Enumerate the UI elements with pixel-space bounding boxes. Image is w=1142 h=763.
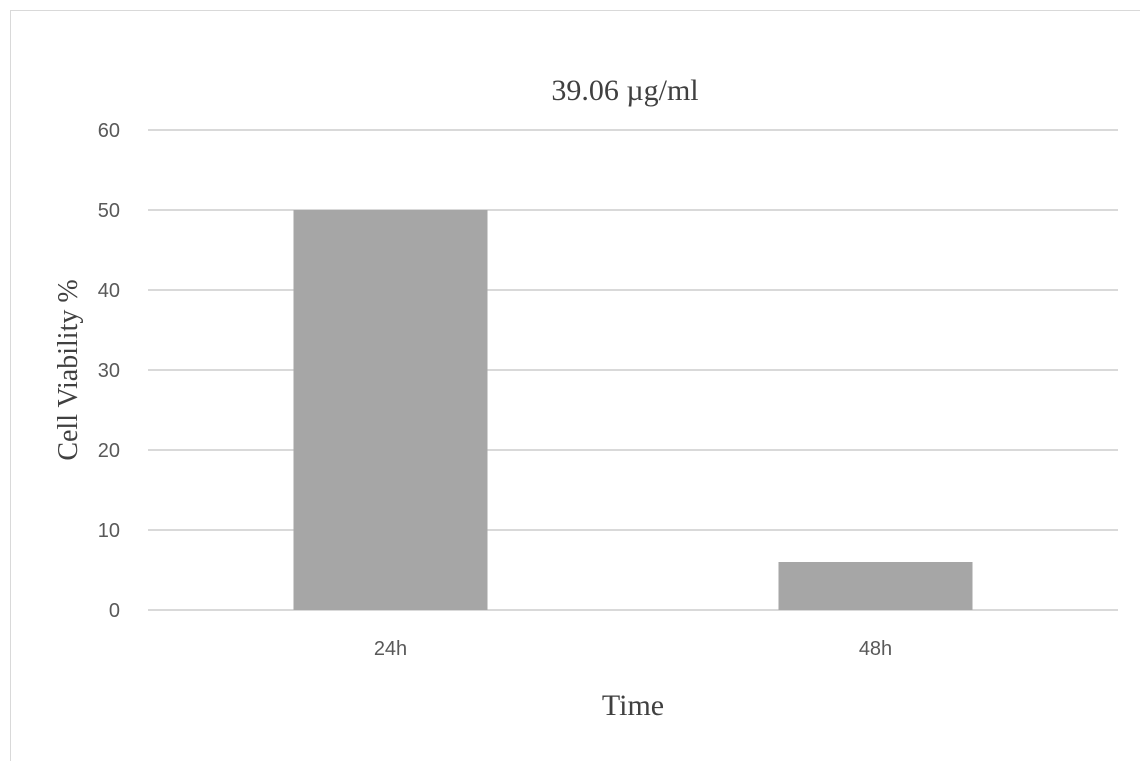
x-axis-label: Time — [602, 689, 664, 722]
y-tick-label: 0 — [109, 600, 120, 622]
y-tick-label: 10 — [98, 520, 120, 542]
y-axis-ticks: 0 10 20 30 40 50 60 — [98, 120, 120, 622]
y-tick-label: 50 — [98, 200, 120, 222]
x-tick-label: 48h — [859, 638, 892, 660]
chart-title: 39.06 µg/ml — [551, 74, 698, 107]
y-tick-label: 40 — [98, 280, 120, 302]
bars — [293, 210, 973, 610]
y-tick-label: 30 — [98, 360, 120, 382]
x-tick-label: 24h — [374, 638, 407, 660]
bar-24h — [293, 210, 488, 610]
chart-frame — [10, 10, 1140, 761]
bar-48h — [778, 562, 973, 610]
y-axis-label: Cell Viability % — [53, 279, 84, 460]
x-axis-ticks: 24h 48h — [374, 638, 892, 660]
y-tick-label: 20 — [98, 440, 120, 462]
y-tick-label: 60 — [98, 120, 120, 142]
